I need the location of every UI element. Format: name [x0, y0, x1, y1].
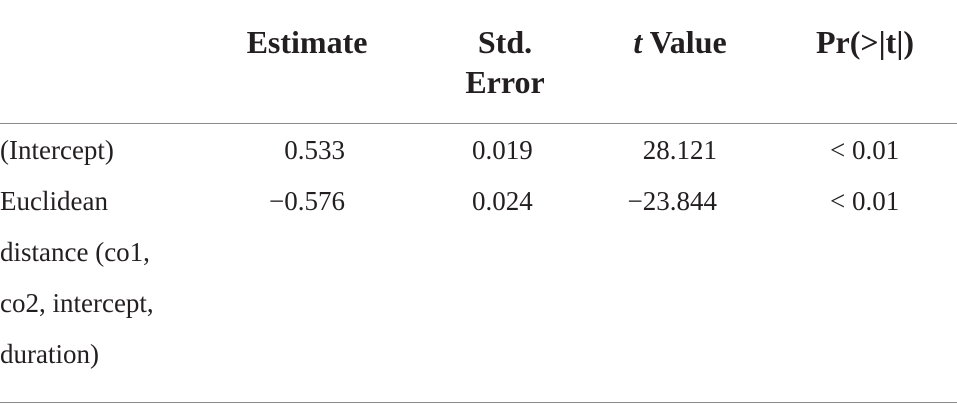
bottom-rule: [0, 402, 957, 403]
row-intercept-p-value: < 0.01: [830, 135, 900, 165]
row-euclidean-t-value: −23.844: [627, 186, 717, 216]
header-estimate: Estimate: [246, 24, 368, 60]
row-euclidean-p-value: < 0.01: [830, 186, 900, 216]
header-std-error: Std. Error: [465, 24, 545, 100]
row-euclidean-estimate: −0.576: [269, 186, 345, 216]
header-t-value-rest: Value: [642, 24, 727, 60]
header-t-value-italic: t: [633, 24, 643, 60]
header-rule: [0, 123, 957, 124]
row-euclidean-std-error: 0.024: [472, 186, 533, 216]
header-t-value: t Value: [605, 22, 755, 62]
row-label-intercept: (Intercept): [0, 135, 114, 165]
row-intercept-t-value: 28.121: [642, 135, 717, 165]
row-intercept-estimate: 0.533: [284, 135, 345, 165]
row-intercept-std-error: 0.019: [472, 135, 533, 165]
row-label-euclidean-distance: Euclidean distance (co1, co2, intercept,…: [0, 186, 154, 369]
header-p-value: Pr(>|t|): [815, 24, 915, 60]
